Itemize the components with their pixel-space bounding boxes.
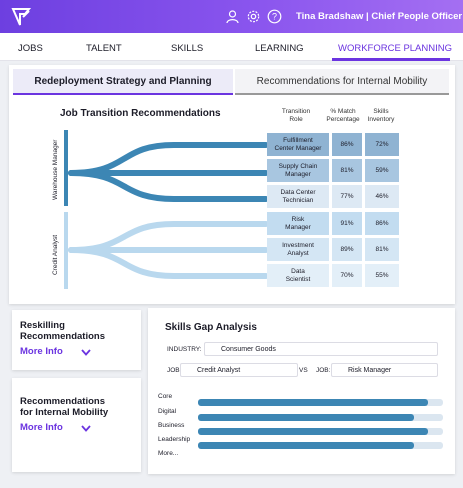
job-transition-card: Redeployment Strategy and Planning Recom… [9, 65, 455, 304]
flow-line [68, 221, 269, 253]
tab-internal-mobility[interactable]: Recommendations for Internal Mobility [235, 69, 449, 95]
col-head-skills: Skills Inventory [367, 108, 395, 123]
nav-workforce-planning[interactable]: WORKFORCE PLANNING [338, 43, 453, 54]
skills-cell: 72% [365, 133, 399, 156]
skill-label: Leadership [158, 436, 191, 443]
job-transition-title: Job Transition Recommendations [60, 108, 221, 119]
user-name[interactable]: Tina Bradshaw | Chief People Officer [296, 11, 463, 22]
sankey-flows [68, 142, 269, 279]
col-head-role: Transition Role [281, 108, 311, 123]
internal-mobility-card[interactable]: Recommendations for Internal Mobility Mo… [12, 378, 141, 472]
transition-role-cell[interactable]: Investment Analyst [267, 238, 329, 261]
flow-line [68, 170, 269, 202]
transition-role-cell[interactable]: Data Scientist [267, 264, 329, 287]
industry-label: INDUSTRY: [167, 346, 202, 353]
industry-field[interactable]: Consumer Goods [204, 342, 438, 356]
transition-role-cell[interactable]: Data Center Technician [267, 185, 329, 208]
reskilling-title: Reskilling Recommendations [20, 320, 105, 342]
skill-label: Core [158, 393, 173, 400]
skills-more-link[interactable]: More... [158, 450, 179, 457]
skill-bar-fill [198, 442, 414, 449]
skill-bar-fill [198, 399, 429, 406]
match-cell: 89% [332, 238, 362, 261]
job-label: JOB: [316, 367, 331, 374]
job-field-current[interactable]: Credit Analyst [180, 363, 298, 377]
skill-label: Business [158, 422, 185, 429]
internal-mobility-more-info-link[interactable]: More Info [20, 422, 63, 433]
role-bar-warehouse-manager [64, 130, 68, 206]
transition-role-cell[interactable]: Supply Chain Manager [267, 159, 329, 182]
skills-cell: 46% [365, 185, 399, 208]
skills-cell: 81% [365, 238, 399, 261]
flow-line [68, 247, 269, 279]
skills-cell: 55% [365, 264, 399, 287]
role-bar-credit-analyst [64, 212, 68, 289]
reskilling-more-info-link[interactable]: More Info [20, 346, 63, 357]
match-cell: 81% [332, 159, 362, 182]
nav-skills[interactable]: SKILLS [171, 43, 204, 54]
logo-icon[interactable] [10, 6, 32, 28]
skill-bar-track [198, 414, 443, 421]
job-label: JOB: [167, 367, 182, 374]
nav-talent[interactable]: TALENT [86, 43, 122, 54]
skills-cell: 86% [365, 212, 399, 235]
col-head-match: % Match Percentage [326, 108, 360, 123]
transition-role-cell[interactable]: Risk Manager [267, 212, 329, 235]
skill-bar-fill [198, 414, 414, 421]
nav-jobs[interactable]: JOBS [18, 43, 43, 54]
match-cell: 86% [332, 133, 362, 156]
user-icon[interactable] [225, 9, 240, 24]
skills-gap-title: Skills Gap Analysis [165, 322, 257, 333]
vs-label: VS [299, 367, 308, 374]
internal-mobility-title: Recommendations for Internal Mobility [20, 396, 109, 418]
match-cell: 77% [332, 185, 362, 208]
skill-bar-fill [198, 428, 429, 435]
flow-line [68, 142, 269, 176]
svg-text:?: ? [272, 12, 277, 22]
top-bar: ? Tina Bradshaw | Chief People Officer [0, 0, 463, 33]
skill-bar-track [198, 442, 443, 449]
gear-icon[interactable] [246, 9, 261, 24]
chevron-down-icon[interactable] [81, 349, 91, 356]
transition-role-cell[interactable]: Fulfillment Center Manager [267, 133, 329, 156]
tab-redeployment[interactable]: Redeployment Strategy and Planning [13, 69, 233, 95]
match-cell: 91% [332, 212, 362, 235]
main-nav: JOBS TALENT SKILLS LEARNING WORKFORCE PL… [0, 33, 463, 61]
job-field-target[interactable]: Risk Manager [331, 363, 438, 377]
skills-cell: 59% [365, 159, 399, 182]
nav-learning[interactable]: LEARNING [255, 43, 304, 54]
chevron-down-icon[interactable] [81, 425, 91, 432]
skills-gap-card: Skills Gap Analysis INDUSTRY: Consumer G… [148, 308, 455, 474]
skill-label: Digital [158, 408, 177, 415]
reskilling-card[interactable]: Reskilling Recommendations More Info [12, 310, 141, 370]
match-cell: 70% [332, 264, 362, 287]
help-icon[interactable]: ? [267, 9, 282, 24]
nav-active-indicator [332, 58, 450, 61]
skill-bar-track [198, 428, 443, 435]
skill-bar-track [198, 399, 443, 406]
